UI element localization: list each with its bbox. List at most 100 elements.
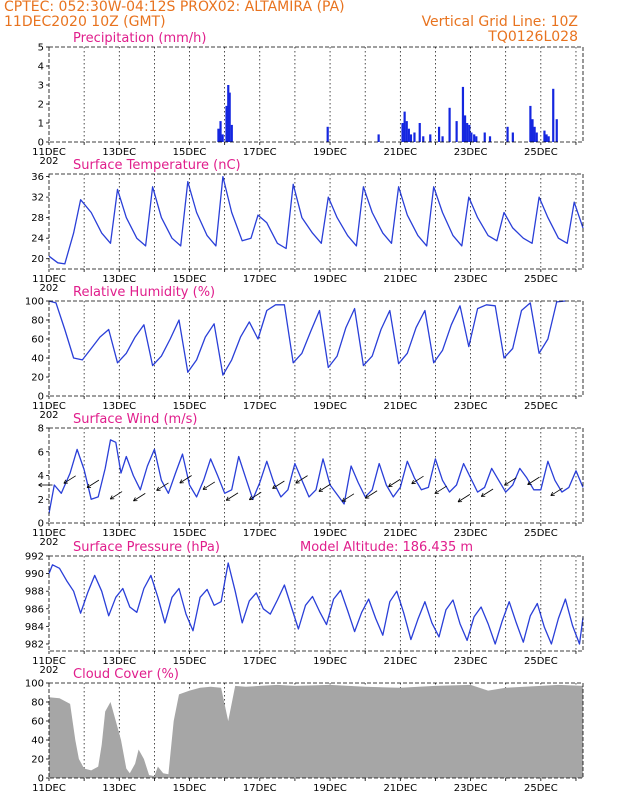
x-tick-label: 25DEC	[524, 783, 558, 794]
precip-bar	[531, 119, 534, 142]
y-tick-label: 40	[31, 736, 44, 747]
x-tick-label: 13DEC	[102, 656, 136, 667]
y-tick-label: 8	[38, 424, 44, 435]
x-tick-label: 13DEC	[102, 783, 136, 794]
y-tick-label: 32	[31, 193, 44, 204]
wind-arrow	[110, 491, 123, 500]
wind-arrow	[504, 477, 517, 486]
precip-bar	[225, 105, 228, 142]
wind-arrow-head	[179, 479, 183, 484]
precip-bar	[461, 86, 465, 142]
y-tick-label: 0	[38, 519, 44, 530]
series-line	[48, 175, 584, 265]
x-tick-label: 23DEC	[454, 783, 488, 794]
y-tick-label: 2	[38, 100, 44, 111]
precip-bar	[483, 132, 486, 142]
wind-arrow-head	[434, 489, 438, 494]
wind-arrow	[272, 480, 285, 489]
y-tick-label: 100	[25, 297, 44, 308]
wind-arrow-head	[38, 482, 43, 486]
precip-bar	[545, 134, 548, 142]
y-tick-label: 0	[38, 774, 44, 785]
precip-bar	[422, 136, 425, 142]
x-tick-label: 15DEC	[173, 783, 207, 794]
y-tick-label: 3	[38, 81, 44, 92]
panel-4: 982 984 986 988 990 992 11DEC 13DEC 15DEC 17DEC 19…	[25, 540, 584, 676]
wind-arrow-head	[133, 497, 136, 502]
wind-arrow-head	[364, 494, 368, 499]
panel-frame	[48, 300, 584, 397]
panel-title: Cloud Cover (%)	[73, 667, 179, 682]
y-tick-label: 6	[38, 447, 44, 458]
x-tick-label: 13DEC	[102, 274, 136, 285]
x-tick-label: 17DEC	[243, 274, 277, 285]
x-tick-label: 19DEC	[313, 783, 347, 794]
panel-5: 0 20 40 60 80 100 11DEC 13DEC 15DEC 17DEC 19DEC 21D…	[25, 667, 584, 794]
wind-arrow	[249, 491, 262, 501]
header-line2-left: 11DEC2020 10Z (GMT)	[4, 14, 166, 30]
precip-bar	[409, 134, 413, 142]
wind-arrow	[225, 492, 239, 501]
x-tick-label: 25DEC	[524, 147, 558, 158]
x-tick-label: 23DEC	[454, 528, 488, 539]
wind-arrow-head	[504, 481, 507, 486]
header-line3-right: TQ0126L028	[488, 29, 578, 45]
wind-arrow-head	[272, 484, 275, 489]
precip-bar	[543, 130, 546, 142]
series-line	[48, 562, 584, 645]
precip-bar	[227, 85, 230, 142]
y-tick-label: 988	[25, 587, 44, 598]
year-fragment: 202	[39, 410, 58, 421]
series-line	[48, 300, 566, 376]
wind-arrow	[318, 483, 331, 492]
year-fragment: 202	[39, 537, 58, 548]
precip-bar	[230, 124, 233, 142]
precip-bar	[533, 126, 536, 142]
x-tick-label: 11DEC	[32, 401, 66, 412]
x-tick-label: 11DEC	[32, 274, 66, 285]
panel-title: Relative Humidity (%)	[73, 285, 215, 300]
x-tick-label: 13DEC	[102, 147, 136, 158]
wind-arrow-head	[225, 496, 229, 501]
wind-arrow-head	[388, 483, 391, 487]
panel-frame	[48, 173, 584, 270]
x-tick-label: 15DEC	[173, 274, 207, 285]
y-tick-label: 986	[25, 604, 44, 615]
wind-arrow-head	[341, 497, 345, 502]
panel-3: 0 2 4 6 8 11DEC 13DEC 15DEC 17DEC 19DEC 21DEC 23DEC…	[32, 412, 584, 548]
precip-bar	[448, 107, 451, 142]
y-tick-label: 80	[31, 316, 44, 327]
precip-bar	[511, 132, 514, 142]
precip-bar	[529, 105, 532, 142]
x-tick-label: 15DEC	[173, 147, 207, 158]
x-tick-label: 23DEC	[454, 147, 488, 158]
precip-bar	[326, 126, 329, 142]
wind-arrow	[365, 490, 378, 499]
panel-title: Precipitation (mm/h)	[73, 31, 206, 46]
panel-2: 0 20 40 60 80 100 11DEC 13DEC 15DEC 17DEC 19DEC 21D…	[25, 285, 584, 421]
precip-bar	[466, 123, 469, 142]
x-tick-label: 23DEC	[454, 401, 488, 412]
panel-frame	[48, 427, 584, 524]
x-tick-label: 23DEC	[454, 274, 488, 285]
wind-arrow-head	[86, 483, 90, 488]
x-tick-label: 19DEC	[313, 401, 347, 412]
x-tick-label: 15DEC	[173, 401, 207, 412]
x-tick-label: 19DEC	[313, 528, 347, 539]
wind-arrow	[133, 493, 146, 502]
wind-arrow-head	[295, 479, 299, 484]
precip-bar	[468, 124, 471, 142]
precip-bar	[475, 136, 478, 142]
y-tick-label: 60	[31, 717, 44, 728]
y-tick-label: 0	[38, 392, 44, 403]
precip-bar	[547, 136, 550, 142]
wind-arrow-head	[550, 491, 554, 496]
y-tick-label: 28	[31, 213, 44, 224]
x-tick-label: 19DEC	[313, 147, 347, 158]
wind-arrow-head	[202, 485, 206, 490]
precip-bar	[407, 128, 410, 142]
wind-arrow	[295, 475, 308, 484]
wind-arrow	[434, 485, 447, 494]
wind-arrow-head	[318, 487, 322, 492]
